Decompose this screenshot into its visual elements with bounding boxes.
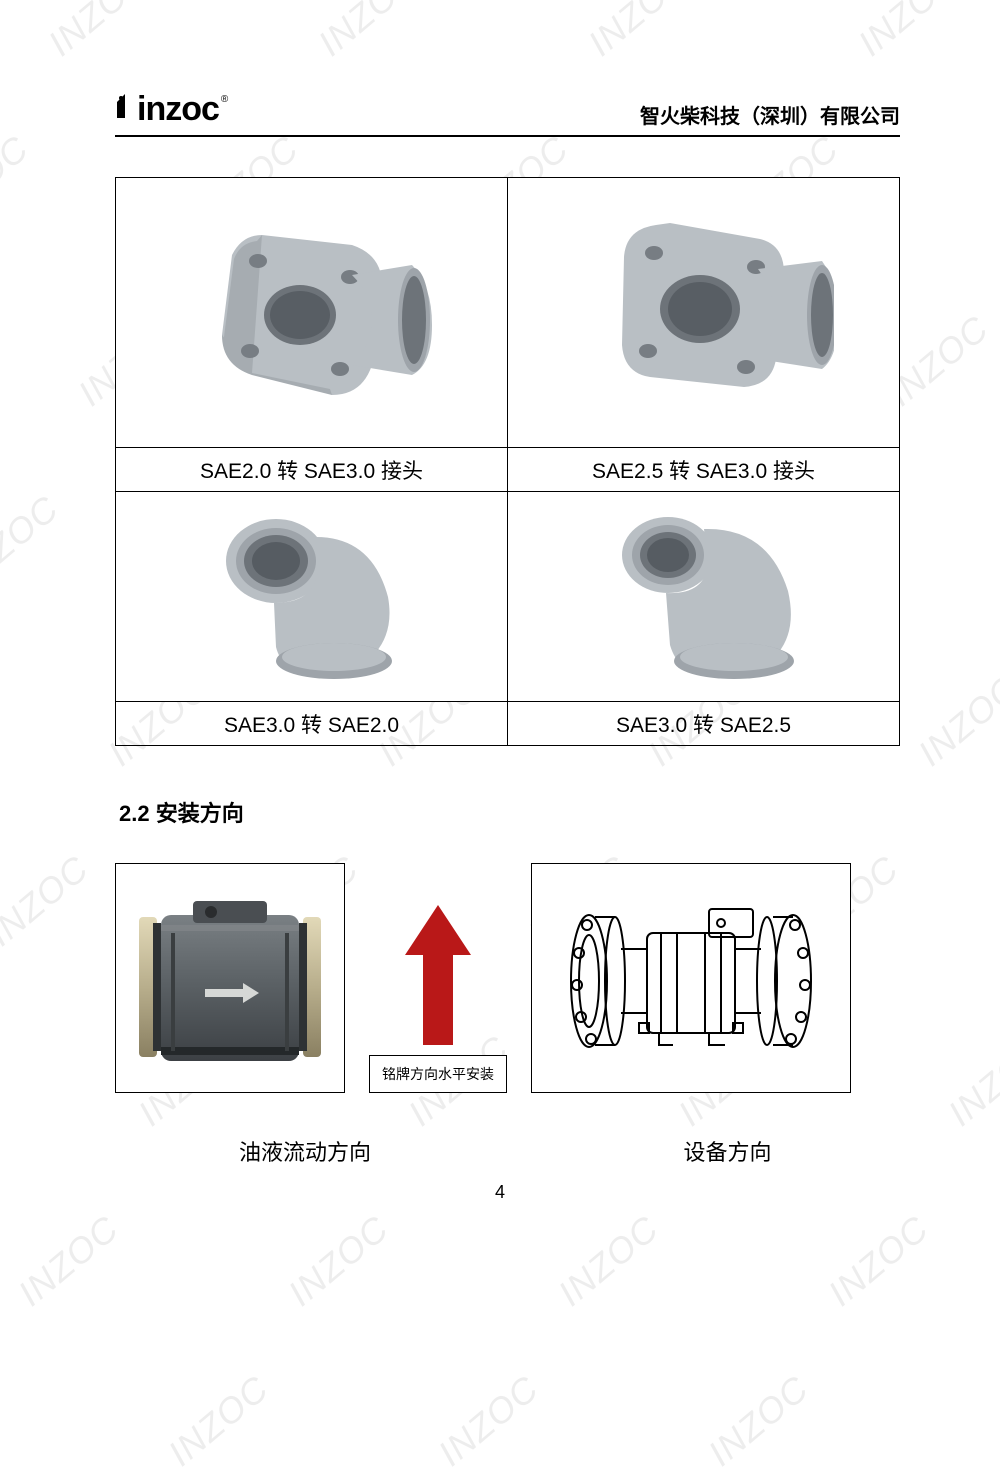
up-arrow-icon bbox=[405, 905, 471, 1045]
logo-registered: ® bbox=[221, 94, 228, 105]
part-image-cell bbox=[116, 178, 508, 448]
install-row: 铭牌方向水平安装 bbox=[115, 863, 900, 1093]
part-image-cell bbox=[508, 492, 900, 702]
company-name: 智火柴科技（深圳）有限公司 bbox=[640, 100, 900, 129]
part-label: SAE2.0 转 SAE3.0 接头 bbox=[116, 448, 508, 492]
page-header: inzoc ® 智火柴科技（深圳）有限公司 bbox=[115, 90, 900, 137]
logo: inzoc ® bbox=[115, 90, 226, 129]
part-label: SAE3.0 转 SAE2.0 bbox=[116, 702, 508, 746]
section-heading: 2.2 安装方向 bbox=[119, 796, 900, 828]
arrow-label: 铭牌方向水平安装 bbox=[369, 1055, 507, 1093]
arrow-column: 铭牌方向水平安装 bbox=[369, 905, 507, 1093]
page-number: 4 bbox=[0, 1182, 1000, 1203]
logo-text: inzoc bbox=[137, 90, 219, 129]
parts-table: SAE2.0 转 SAE3.0 接头 SAE2.5 转 SAE3.0 接头 bbox=[115, 177, 900, 746]
flow-direction-image bbox=[115, 863, 345, 1093]
part-image-cell bbox=[116, 492, 508, 702]
caption-flow: 油液流动方向 bbox=[115, 1135, 495, 1167]
install-captions: 油液流动方向 设备方向 bbox=[115, 1135, 900, 1167]
part-label: SAE2.5 转 SAE3.0 接头 bbox=[508, 448, 900, 492]
caption-device: 设备方向 bbox=[495, 1135, 900, 1167]
device-direction-image bbox=[531, 863, 851, 1093]
part-label: SAE3.0 转 SAE2.5 bbox=[508, 702, 900, 746]
part-image-cell bbox=[508, 178, 900, 448]
